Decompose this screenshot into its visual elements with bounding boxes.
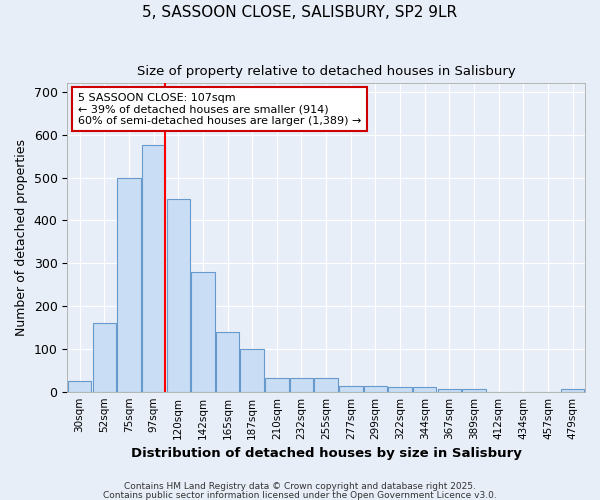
Bar — [117, 178, 140, 392]
Bar — [463, 389, 486, 392]
Text: Contains HM Land Registry data © Crown copyright and database right 2025.: Contains HM Land Registry data © Crown c… — [124, 482, 476, 491]
Bar — [68, 381, 91, 392]
Bar — [265, 378, 289, 392]
Bar — [314, 378, 338, 392]
Text: 5 SASSOON CLOSE: 107sqm
← 39% of detached houses are smaller (914)
60% of semi-d: 5 SASSOON CLOSE: 107sqm ← 39% of detache… — [77, 92, 361, 126]
Title: Size of property relative to detached houses in Salisbury: Size of property relative to detached ho… — [137, 65, 515, 78]
Bar — [413, 388, 436, 392]
Bar — [437, 389, 461, 392]
Bar — [561, 389, 584, 392]
Text: 5, SASSOON CLOSE, SALISBURY, SP2 9LR: 5, SASSOON CLOSE, SALISBURY, SP2 9LR — [142, 5, 458, 20]
Bar — [167, 199, 190, 392]
Bar — [388, 388, 412, 392]
Text: Contains public sector information licensed under the Open Government Licence v3: Contains public sector information licen… — [103, 491, 497, 500]
Bar — [364, 386, 387, 392]
Bar — [142, 146, 165, 392]
Bar — [92, 323, 116, 392]
Bar — [216, 332, 239, 392]
Y-axis label: Number of detached properties: Number of detached properties — [15, 139, 28, 336]
Bar — [339, 386, 362, 392]
Bar — [241, 349, 264, 392]
Bar — [290, 378, 313, 392]
X-axis label: Distribution of detached houses by size in Salisbury: Distribution of detached houses by size … — [131, 447, 521, 460]
Bar — [191, 272, 215, 392]
